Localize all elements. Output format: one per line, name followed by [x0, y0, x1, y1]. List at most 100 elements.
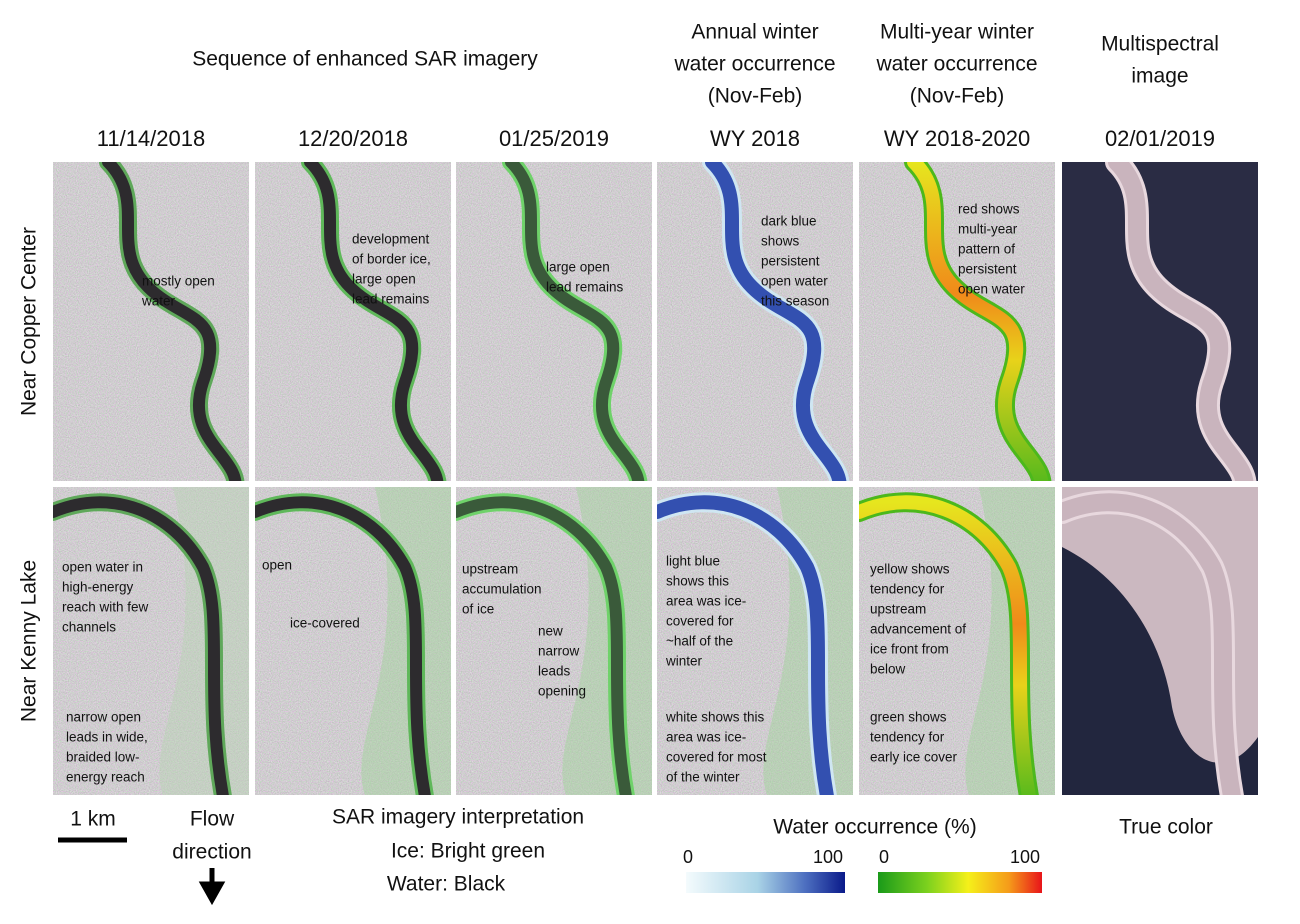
true-color-label: True color: [1119, 816, 1213, 839]
panel-content: [53, 487, 249, 795]
sar-texture: [657, 162, 853, 481]
annotation: persistent: [958, 262, 1017, 277]
sar-texture: [859, 162, 1055, 481]
column-heading: image: [1131, 65, 1188, 88]
image-panel: [1062, 162, 1258, 481]
column-heading: Annual winter: [691, 21, 818, 44]
annotation: covered for most: [666, 750, 767, 765]
colorbar-tick: 100: [813, 847, 843, 867]
annotation: leads in wide,: [66, 730, 148, 745]
annotation: green shows: [870, 710, 947, 725]
annotation: white shows this: [665, 710, 765, 725]
panel-content: [255, 487, 451, 795]
annotation: braided low-: [66, 750, 140, 765]
annotation: covered for: [666, 614, 734, 629]
panel-content: [1062, 162, 1258, 481]
annotation: area was ice-: [666, 730, 746, 745]
annotation: channels: [62, 620, 116, 635]
annotation: dark blue: [761, 214, 817, 229]
annotation: shows: [761, 234, 800, 249]
river: [1062, 493, 1241, 795]
river: [1108, 162, 1254, 481]
river: [859, 495, 1036, 795]
annotation: new: [538, 624, 563, 639]
column-heading: (Nov-Feb): [708, 85, 803, 108]
interpretation-title: SAR imagery interpretation: [332, 806, 584, 829]
annotation: of border ice,: [352, 252, 431, 267]
river: [657, 495, 834, 795]
annotation: pattern of: [958, 242, 1015, 257]
annotation: ice front from: [870, 642, 949, 657]
scale-label: 1 km: [70, 808, 116, 831]
annotation: lead remains: [546, 280, 624, 295]
annotation: this season: [761, 294, 829, 309]
annotation: multi-year: [958, 222, 1018, 237]
panel-content: [859, 162, 1055, 481]
column-date: 02/01/2019: [1105, 126, 1215, 151]
annotation: ice-covered: [290, 616, 360, 631]
colorbar-title: Water occurrence (%): [773, 816, 976, 839]
annotation: of the winter: [666, 770, 740, 785]
annotation: open water: [958, 282, 1025, 297]
sar-texture: [53, 162, 249, 481]
flow-label: Flow: [190, 808, 235, 831]
sar-texture: [255, 162, 451, 481]
image-panel: [859, 487, 1055, 795]
annotation: tendency for: [870, 582, 945, 597]
annotation: persistent: [761, 254, 820, 269]
column-heading: water occurrence: [875, 53, 1037, 76]
river: [907, 162, 1049, 481]
panel-content: [255, 162, 451, 481]
annotation: leads: [538, 664, 571, 679]
interpretation-water: Water: Black: [387, 873, 506, 896]
sar-texture: [456, 162, 652, 481]
annotation: large open: [546, 260, 610, 275]
annotation: area was ice-: [666, 594, 746, 609]
annotation: winter: [665, 654, 703, 669]
image-panel: [859, 162, 1055, 481]
annotation: tendency for: [870, 730, 945, 745]
colorbar-tick: 100: [1010, 847, 1040, 867]
row-label: Near Copper Center: [18, 227, 41, 416]
image-panel: [53, 487, 249, 795]
annotation: energy reach: [66, 770, 145, 785]
annotation: of ice: [462, 602, 494, 617]
river: [505, 162, 645, 481]
image-panel: [657, 487, 853, 795]
image-panel: [255, 487, 451, 795]
annotation: water: [141, 294, 176, 309]
flow-arrow: [198, 868, 226, 906]
annotation: narrow open: [66, 710, 141, 725]
annotation: shows this: [666, 574, 729, 589]
annotation: accumulation: [462, 582, 542, 597]
column-date: WY 2018-2020: [884, 126, 1030, 151]
annotation: narrow: [538, 644, 580, 659]
flow-label: direction: [172, 841, 251, 864]
annotation: reach with few: [62, 600, 149, 615]
bright-ice: [159, 487, 249, 795]
river: [255, 496, 431, 795]
column-heading: (Nov-Feb): [910, 85, 1005, 108]
annotation: mostly open: [142, 274, 215, 289]
panel-content: [657, 487, 853, 795]
colorbar-annual: [686, 872, 845, 893]
annotation: development: [352, 232, 430, 247]
annotation: early ice cover: [870, 750, 958, 765]
column-heading: Multi-year winter: [880, 21, 1034, 44]
bright-ice: [361, 487, 451, 795]
image-panel: [53, 162, 249, 481]
image-panel: [456, 162, 652, 481]
panel-content: [456, 487, 652, 795]
annotation: open water in: [62, 560, 143, 575]
column-heading: Multispectral: [1101, 33, 1219, 56]
annotation: opening: [538, 684, 586, 699]
river: [304, 162, 444, 481]
river: [53, 496, 229, 795]
image-panels: [53, 162, 1258, 795]
river: [456, 496, 632, 795]
colorbar-multiyear: [878, 872, 1042, 893]
panel-content: [53, 162, 249, 481]
column-date: 12/20/2018: [298, 126, 408, 151]
annotation: lead remains: [352, 292, 430, 307]
